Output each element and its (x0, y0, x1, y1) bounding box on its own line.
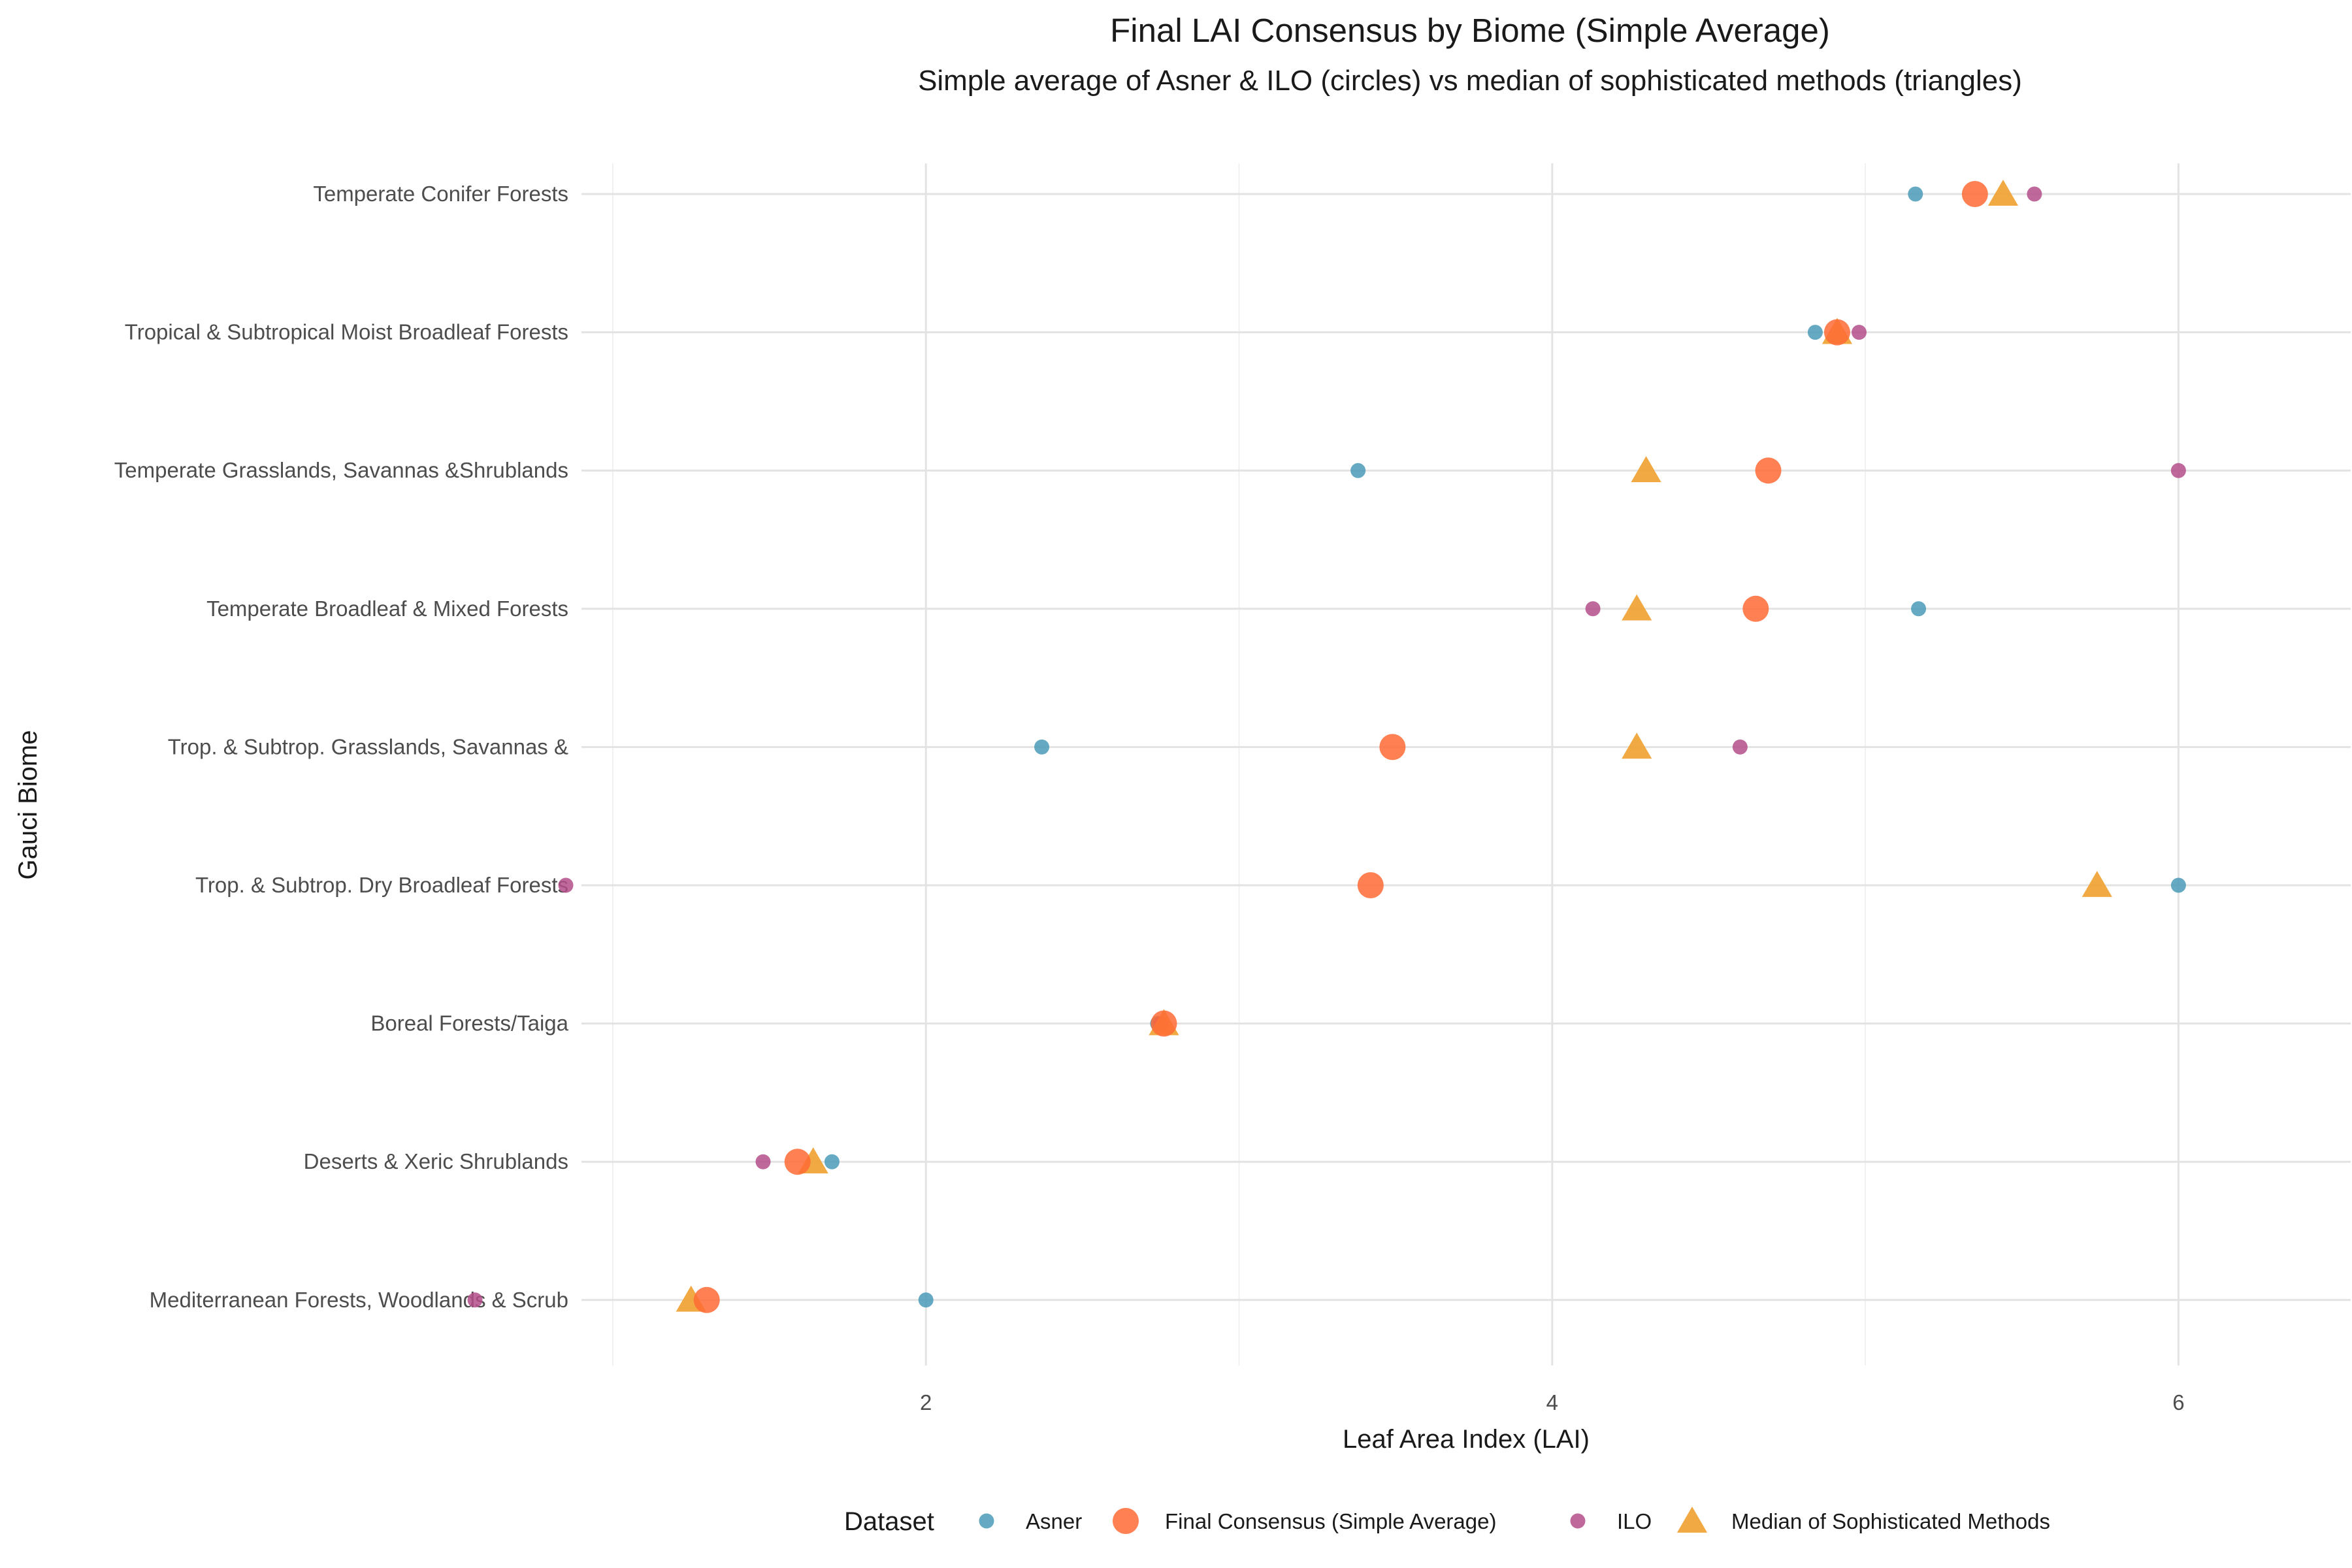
asner-point (1350, 463, 1366, 478)
y-tick-label: Mediterranean Forests, Woodlands & Scrub (150, 1288, 568, 1312)
y-tick-label: Temperate Broadleaf & Mixed Forests (206, 596, 568, 621)
median-of-sophisticated-methods-point (1622, 732, 1652, 759)
legend-title: Dataset (844, 1507, 934, 1536)
ilo-point (558, 877, 574, 893)
ilo-point (1585, 601, 1601, 617)
final-consensus-simple-average-point (1151, 1010, 1177, 1037)
legend-key-final-consensus-simple-average (1113, 1508, 1139, 1534)
x-tick-labels: 2 4 6 (920, 1390, 2185, 1414)
legend-item-asner: Asner (979, 1509, 1082, 1533)
final-consensus-simple-average-point (1379, 734, 1406, 760)
median-of-sophisticated-methods-point (1987, 179, 2019, 206)
legend-label-asner: Asner (1026, 1509, 1082, 1533)
grid-layer (581, 163, 2351, 1365)
asner-point (1911, 601, 1927, 617)
legend-label-ilo: ILO (1617, 1509, 1652, 1533)
asner-point (1034, 739, 1050, 755)
y-axis-label: Gauci Biome (14, 730, 42, 880)
x-axis-label: Leaf Area Index (LAI) (1343, 1425, 1590, 1454)
asner-point (1908, 186, 1923, 202)
ilo-point (2170, 463, 2186, 478)
ilo-point (755, 1154, 771, 1169)
legend-key-median-of-sophisticated-methods (1676, 1506, 1708, 1533)
y-tick-label: Trop. & Subtrop. Grasslands, Savannas & (168, 734, 568, 759)
legend-key-ilo (1570, 1513, 1586, 1529)
legend-item-final-consensus-simple-average: Final Consensus (Simple Average) (1113, 1508, 1496, 1534)
median-of-sophisticated-methods-point (1622, 594, 1652, 621)
final-consensus-simple-average-point (1823, 319, 1850, 346)
median-of-sophisticated-methods-point (2082, 870, 2112, 897)
data-points (467, 179, 2186, 1313)
legend-label-final-consensus-simple-average: Final Consensus (Simple Average) (1165, 1509, 1496, 1533)
ilo-point (1732, 739, 1748, 755)
legend: Dataset Asner Final Consensus (Simple Aver… (844, 1506, 2050, 1536)
ilo-point (2027, 186, 2042, 202)
chart-subtitle: Simple average of Asner & ILO (circles) … (918, 65, 2022, 97)
y-tick-label: Tropical & Subtropical Moist Broadleaf F… (125, 320, 568, 344)
asner-point (824, 1154, 840, 1169)
final-consensus-simple-average-point (784, 1149, 811, 1175)
y-tick-label: Deserts & Xeric Shrublands (304, 1149, 568, 1173)
x-tick-label: 4 (1546, 1390, 1558, 1414)
x-tick-label: 6 (2172, 1390, 2184, 1414)
final-consensus-simple-average-point (693, 1286, 720, 1313)
asner-point (918, 1292, 934, 1308)
legend-key-asner (979, 1513, 994, 1529)
final-consensus-simple-average-point (1961, 181, 1988, 207)
final-consensus-simple-average-point (1357, 872, 1384, 898)
median-of-sophisticated-methods-point (1631, 456, 1661, 483)
ilo-point (1852, 325, 1867, 340)
y-tick-label: Temperate Conifer Forests (313, 182, 568, 206)
x-tick-label: 2 (920, 1390, 932, 1414)
final-consensus-simple-average-point (1755, 457, 1782, 484)
ilo-point (467, 1292, 483, 1308)
asner-point (1807, 325, 1823, 340)
y-tick-label: Boreal Forests/Taiga (370, 1011, 568, 1036)
y-tick-label: Trop. & Subtrop. Dry Broadleaf Forests (195, 873, 568, 897)
legend-item-median-of-sophisticated-methods: Median of Sophisticated Methods (1676, 1506, 2050, 1533)
y-tick-label: Temperate Grasslands, Savannas &Shrublan… (114, 458, 568, 482)
chart-title: Final LAI Consensus by Biome (Simple Ave… (1110, 12, 1830, 49)
legend-label-median-of-sophisticated-methods: Median of Sophisticated Methods (1731, 1509, 2050, 1533)
final-consensus-simple-average-point (1742, 595, 1769, 622)
y-tick-labels: Temperate Conifer Forests Tropical & Subt… (114, 182, 569, 1312)
legend-item-ilo: ILO (1570, 1509, 1652, 1533)
asner-point (2170, 877, 2186, 893)
